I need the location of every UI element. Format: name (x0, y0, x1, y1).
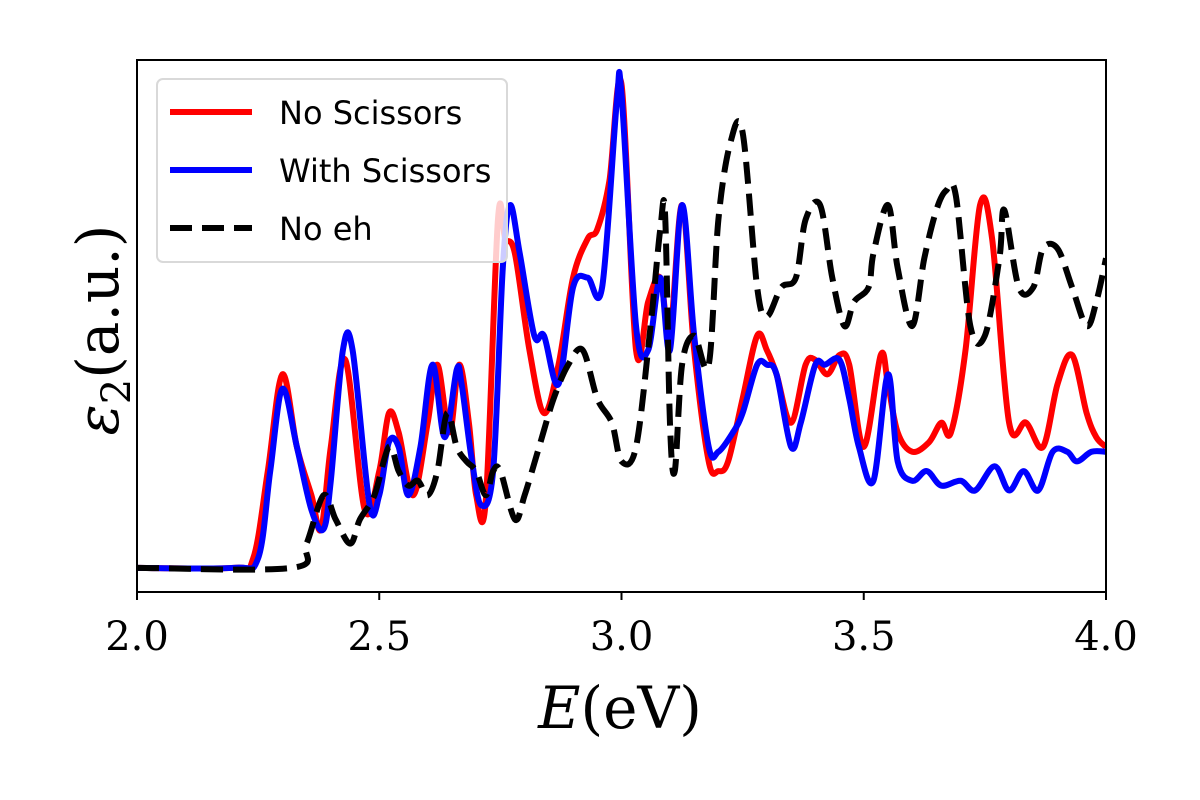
series-line-no-scissors (137, 76, 1106, 572)
x-tick-label: 3.5 (832, 614, 896, 660)
x-tick-label: 4.0 (1074, 614, 1138, 660)
x-tick-label: 2.0 (105, 614, 169, 660)
x-tick-label: 2.5 (347, 614, 411, 660)
series-layer (137, 68, 1106, 573)
legend-label-with-scissors: With Scissors (279, 152, 491, 190)
legend-label-no-eh: No eh (279, 210, 373, 248)
x-axis-label: E(eV) (537, 674, 702, 742)
x-tick-label: 3.0 (590, 614, 654, 660)
series-line-no-eh (137, 118, 1106, 573)
legend-box (156, 78, 508, 263)
x-axis-ticks: 2.0 2.5 3.0 3.5 4.0 (105, 592, 1138, 660)
legend-label-no-scissors: No Scissors (279, 94, 462, 132)
series-line-with-scissors (137, 68, 1106, 572)
y-axis-label: ε2(a.u.) (64, 225, 140, 436)
legend: No Scissors With Scissors No eh (156, 78, 508, 263)
